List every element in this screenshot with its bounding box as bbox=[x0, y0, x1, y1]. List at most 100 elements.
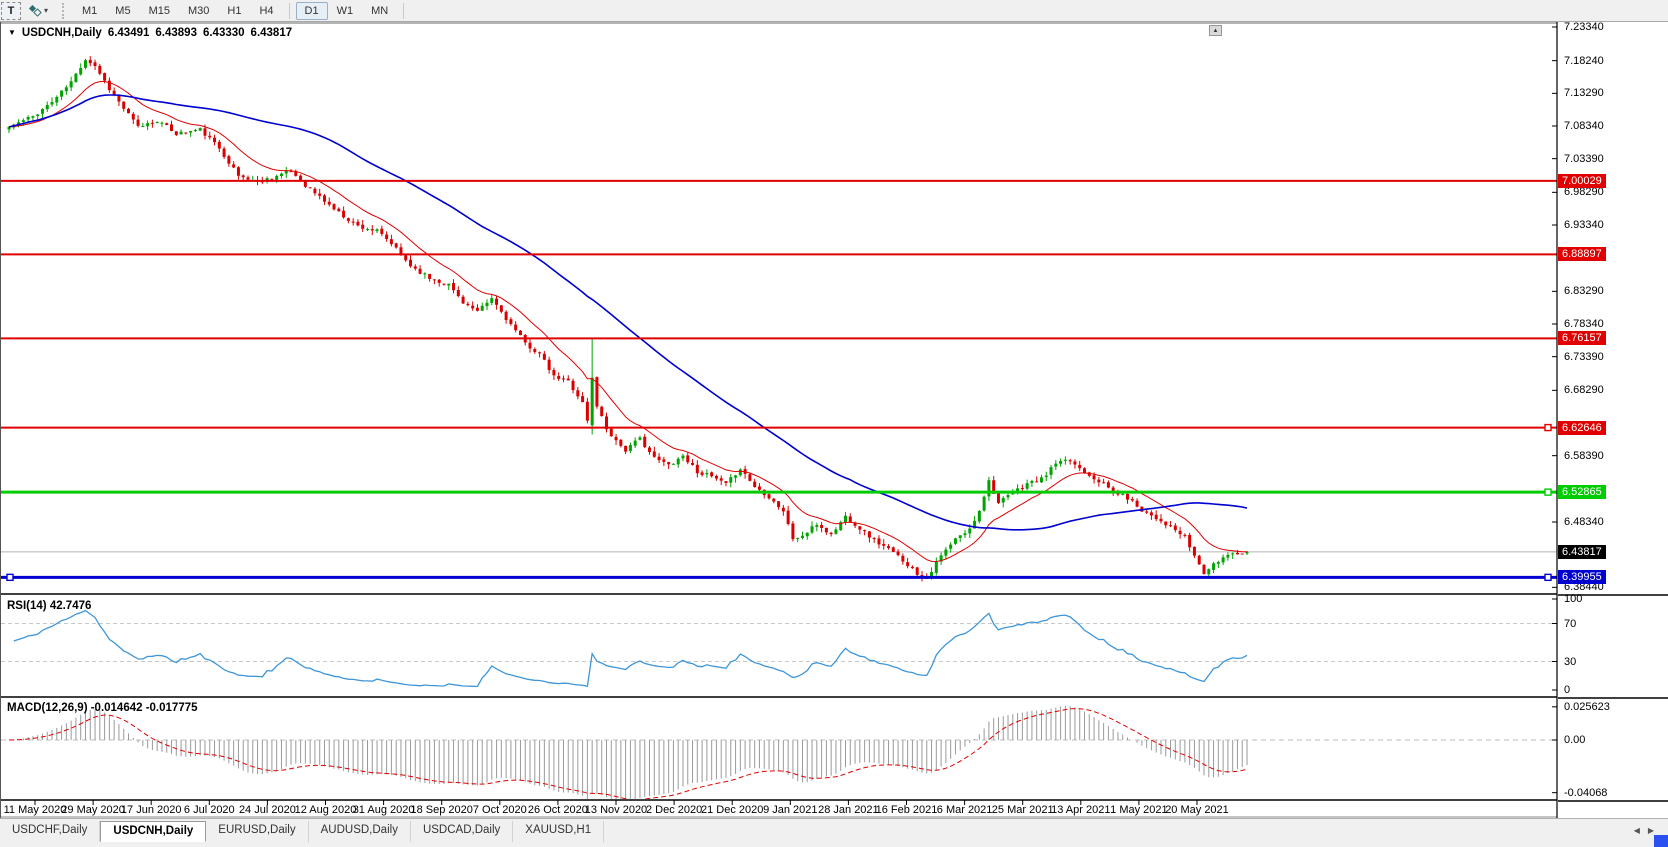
price-axis-tick-label: 7.13290 bbox=[1564, 87, 1604, 100]
tab-usdcnh-daily[interactable]: USDCNH,Daily bbox=[100, 821, 207, 842]
toolbar-grip bbox=[62, 2, 67, 19]
timeframe-button-m15[interactable]: M15 bbox=[148, 4, 170, 17]
price-axis-tick-label: 6.83290 bbox=[1564, 285, 1604, 298]
panel-separator bbox=[1558, 800, 1668, 802]
fast-ma-line bbox=[8, 80, 1248, 563]
hline-handle[interactable] bbox=[1544, 488, 1552, 496]
slow-ma-line bbox=[8, 94, 1248, 531]
date-label: 20 May 2021 bbox=[1165, 804, 1229, 816]
price-axis-tick-label: 7.23340 bbox=[1564, 21, 1604, 33]
ohlc-open: 6.43491 bbox=[107, 27, 150, 39]
cursor-tool-icon bbox=[28, 4, 42, 17]
rsi-axis-tick-label: 100 bbox=[1564, 593, 1583, 605]
dropdown-arrow-icon: ▾ bbox=[44, 6, 49, 15]
hline-handle[interactable] bbox=[1544, 573, 1552, 582]
chart-symbol-label: USDCNH,Daily bbox=[21, 27, 102, 39]
timeframe-button-d1[interactable]: D1 bbox=[295, 1, 328, 20]
date-label: 24 Jul 2020 bbox=[238, 804, 296, 816]
date-label: 1 May 2021 bbox=[1110, 804, 1168, 816]
rsi-axis-tick-label: 30 bbox=[1564, 655, 1577, 668]
timeframe-button-h1[interactable]: H1 bbox=[227, 4, 242, 17]
price-axis-tick-label: 6.68290 bbox=[1564, 384, 1604, 397]
macd-axis-tick-label: 0.025623 bbox=[1564, 700, 1610, 713]
ohlc-low: 6.43330 bbox=[202, 27, 245, 39]
rsi-indicator-label: RSI(14) 42.7476 bbox=[7, 600, 92, 612]
price-axis-tick-label: 7.18240 bbox=[1564, 54, 1604, 67]
date-label: 12 Aug 2020 bbox=[294, 804, 357, 816]
panel-separator[interactable] bbox=[1558, 697, 1668, 699]
hline-price-badge: 7.00029 bbox=[1558, 173, 1606, 188]
text-tool-button[interactable]: T bbox=[1, 1, 21, 20]
timeframe-button-m30[interactable]: M30 bbox=[187, 4, 210, 17]
tab-xauusd-h1[interactable]: XAUUSD,H1 bbox=[513, 821, 605, 842]
tabs-scroll-right-icon[interactable]: ▶ bbox=[1647, 826, 1654, 835]
date-label: 16 Feb 2021 bbox=[875, 804, 938, 816]
panel-separator[interactable] bbox=[1558, 594, 1668, 596]
timeframe-button-h4[interactable]: H4 bbox=[259, 4, 274, 17]
date-label: 7 Oct 2020 bbox=[472, 804, 527, 816]
date-label: 6 Mar 2021 bbox=[936, 804, 993, 816]
toolbar-separator bbox=[403, 2, 405, 19]
price-axis-tick-label: 6.73390 bbox=[1564, 350, 1604, 363]
price-axis-tick-label: 6.78340 bbox=[1564, 318, 1604, 330]
date-label: 31 Aug 2020 bbox=[352, 804, 415, 816]
current-price-badge: 6.43817 bbox=[1558, 544, 1606, 559]
chart-menu-icon[interactable]: ▼ bbox=[8, 27, 16, 37]
hline-handle[interactable] bbox=[6, 573, 14, 582]
macd-axis-tick-label: 0.00 bbox=[1564, 734, 1586, 746]
date-label: 25 Mar 2021 bbox=[991, 804, 1054, 816]
toolbar-separator bbox=[288, 2, 290, 19]
chart-tab-bar: USDCHF,Daily USDCNH,Daily EURUSD,Daily AUDU… bbox=[0, 818, 1668, 847]
price-axis-tick-label: 7.08340 bbox=[1564, 120, 1604, 132]
price-axis-tick-label: 6.38440 bbox=[1564, 581, 1604, 594]
date-label: 29 May 2020 bbox=[61, 804, 125, 816]
price-axis-tick-label: 7.03390 bbox=[1564, 152, 1604, 165]
ohlc-close: 6.43817 bbox=[250, 27, 293, 39]
tab-eurusd-daily[interactable]: EURUSD,Daily bbox=[206, 821, 309, 842]
tab-usdcad-daily[interactable]: USDCAD,Daily bbox=[411, 821, 514, 842]
rsi-line bbox=[13, 609, 1248, 688]
timeframe-button-mn[interactable]: MN bbox=[371, 4, 389, 17]
date-label: 9 Jan 2021 bbox=[763, 804, 818, 816]
hline-handle[interactable] bbox=[1544, 423, 1552, 432]
ohlc-high: 6.43893 bbox=[155, 27, 197, 39]
macd-histogram bbox=[18, 705, 1248, 799]
hline-price-badge: 6.39955 bbox=[1558, 570, 1606, 585]
top-toolbar: T ▾ M1 M5 M15 M30 H1 H4 D1 W1 MN bbox=[0, 0, 1668, 22]
tabs-scroll-left-icon[interactable]: ◀ bbox=[1633, 826, 1640, 835]
macd-axis-tick-label: -0.04068 bbox=[1564, 786, 1608, 799]
chart-window: ▼ USDCNH,Daily 6.43491 6.43893 6.43330 6… bbox=[0, 21, 1668, 818]
chart-title: ▼ USDCNH,Daily 6.43491 6.43893 6.43330 6… bbox=[8, 27, 292, 39]
price-axis[interactable]: 7.23340 7.18240 7.13290 7.08340 7.03390 6.982… bbox=[1558, 21, 1668, 818]
price-axis-tick-label: 6.58390 bbox=[1564, 449, 1604, 462]
date-label: 17 Jun 2020 bbox=[120, 804, 182, 816]
date-label: 28 Jan 2021 bbox=[818, 804, 879, 816]
price-axis-tick-label: 6.93340 bbox=[1564, 219, 1604, 231]
hline-price-badge: 6.62646 bbox=[1558, 420, 1606, 435]
date-label: 13 Nov 2020 bbox=[584, 804, 648, 816]
scroll-up-button[interactable]: ▲ bbox=[1209, 25, 1222, 36]
rsi-axis-tick-label: 70 bbox=[1564, 617, 1577, 630]
hline-price-badge: 6.52865 bbox=[1558, 485, 1606, 500]
date-label: 18 Sep 2020 bbox=[410, 804, 473, 816]
corner-grip bbox=[1654, 835, 1668, 847]
hline-price-badge: 6.76157 bbox=[1558, 331, 1606, 346]
price-chart-canvas[interactable] bbox=[1, 22, 1558, 818]
date-label: 2 Dec 2020 bbox=[645, 804, 703, 816]
date-label: 11 May 2020 bbox=[3, 804, 67, 816]
timeframe-button-m1[interactable]: M1 bbox=[82, 4, 98, 17]
cursor-tool-button[interactable]: ▾ bbox=[23, 2, 53, 20]
tab-audusd-daily[interactable]: AUDUSD,Daily bbox=[309, 821, 411, 842]
macd-signal-line bbox=[8, 708, 1248, 799]
date-label: 13 Apr 2021 bbox=[1051, 804, 1111, 816]
price-axis-tick-label: 6.98290 bbox=[1564, 186, 1604, 199]
timeframe-button-w1[interactable]: W1 bbox=[336, 4, 354, 17]
price-axis-tick-label: 6.48340 bbox=[1564, 516, 1604, 528]
date-label: 6 Jul 2020 bbox=[183, 804, 235, 816]
date-label: 21 Dec 2020 bbox=[700, 804, 764, 816]
date-label: 26 Oct 2020 bbox=[527, 804, 588, 816]
candlestick-series bbox=[7, 56, 1249, 582]
timeframe-button-m5[interactable]: M5 bbox=[115, 4, 131, 17]
rsi-axis-tick-label: 0 bbox=[1564, 684, 1571, 696]
tab-usdchf-daily[interactable]: USDCHF,Daily bbox=[0, 821, 101, 842]
